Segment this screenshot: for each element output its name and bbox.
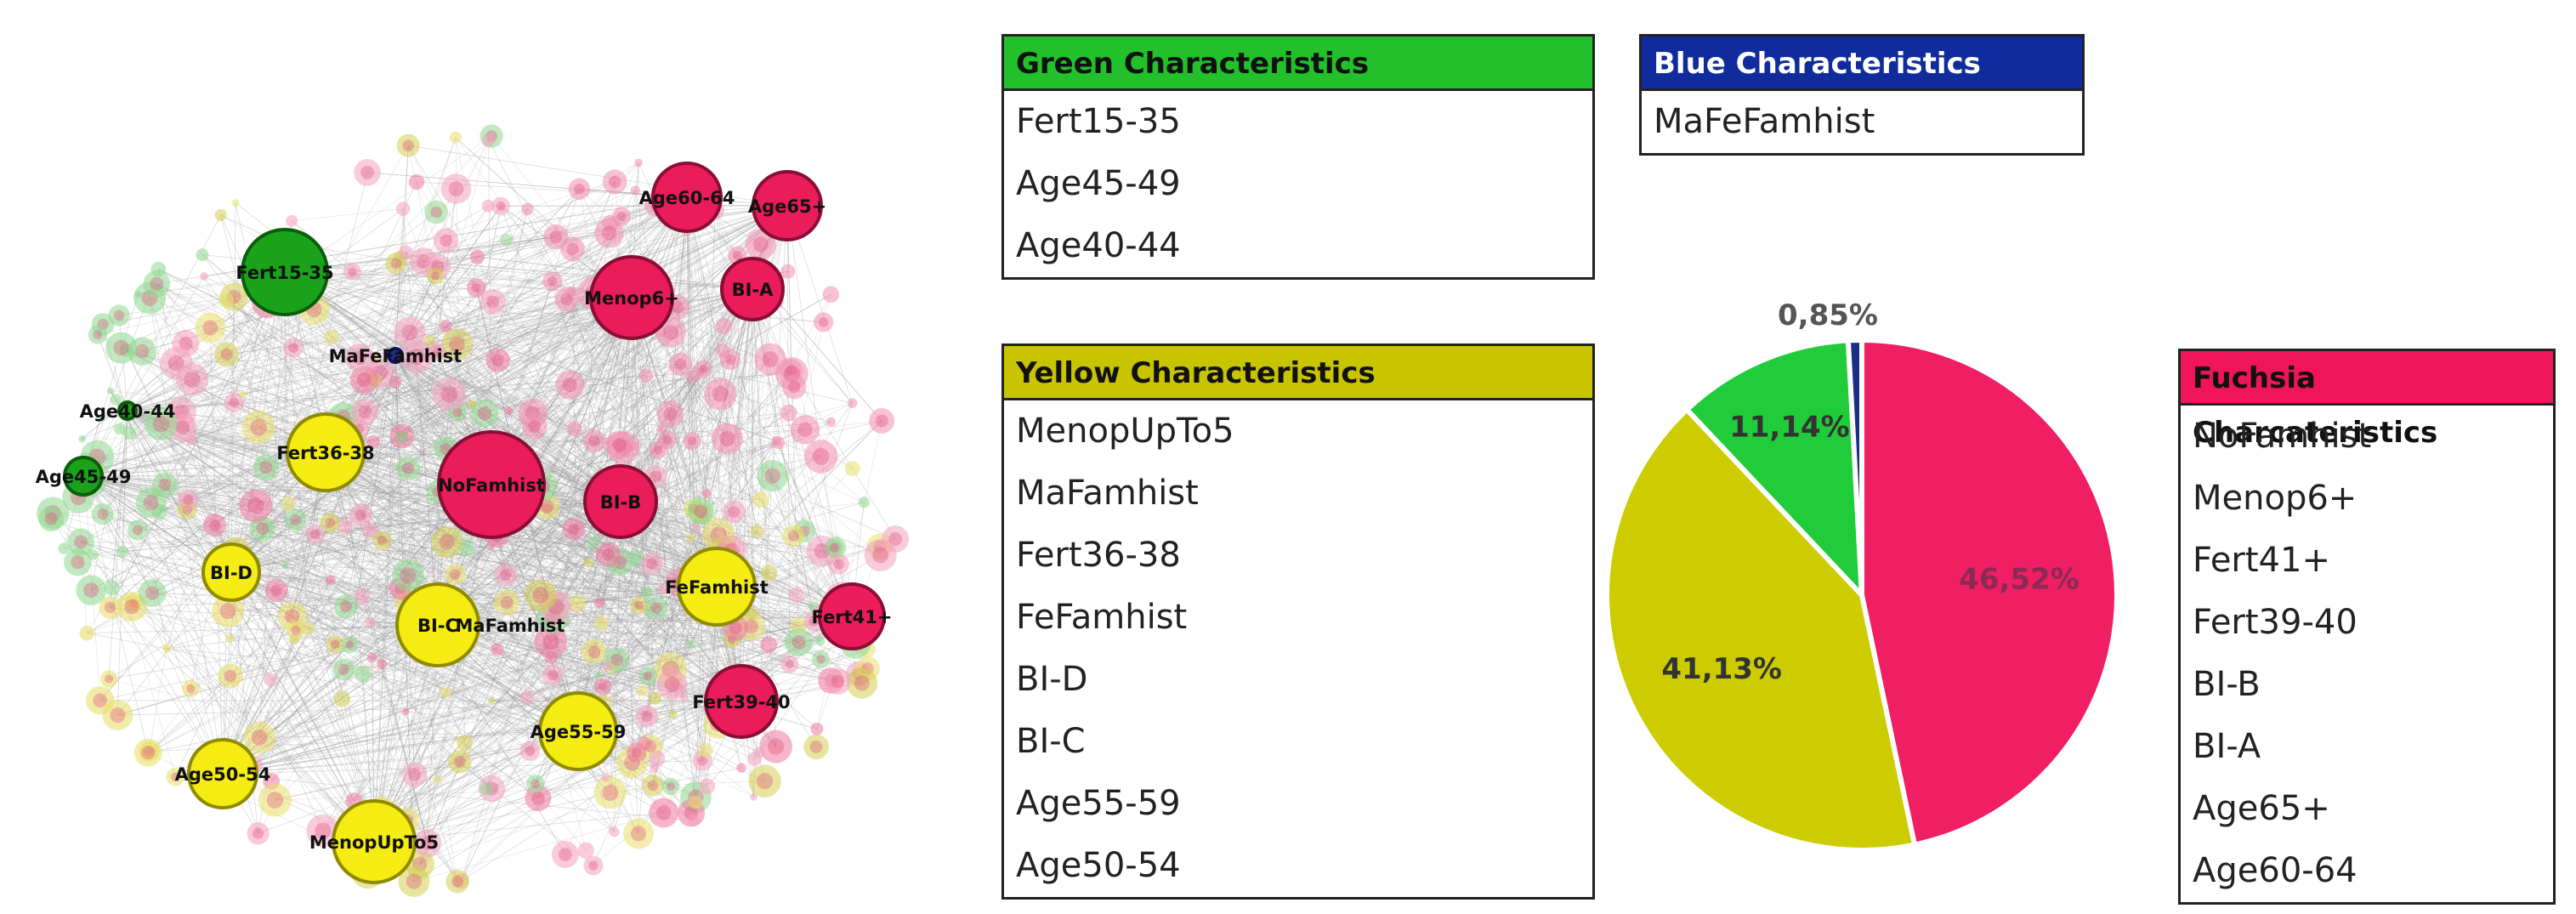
network-node-label: Age40-44	[80, 401, 176, 422]
network-node-label: Age45-49	[36, 467, 132, 487]
blue-legend: Blue Characteristics MaFeFamhist	[1639, 34, 2085, 156]
network-node-label: Menop6+	[584, 288, 679, 309]
fuchsia-legend-item: BI-B	[2193, 665, 2261, 704]
network-node-label: BI-D	[210, 563, 252, 583]
network-node-label: MaFeFamhist	[329, 346, 462, 366]
network-node: MenopUpTo5	[309, 799, 439, 884]
pie-label: 41,13%	[1661, 652, 1782, 686]
yellow-legend-item: MenopUpTo5	[1016, 412, 1234, 451]
network-node-label: Fert39-40	[692, 692, 790, 712]
network-node: Age40-44	[80, 400, 176, 422]
green-legend: Green Characteristics Fert15-35 Age45-49 A…	[1001, 34, 1595, 280]
fuchsia-legend-item: BI-A	[2193, 727, 2261, 766]
fuchsia-legend-item: Age60-64	[2193, 851, 2358, 890]
yellow-legend-item: Fert36-38	[1016, 536, 1181, 575]
yellow-legend-item: BI-D	[1016, 660, 1088, 699]
network-node: Age50-54	[175, 738, 271, 809]
fuchsia-legend-item: Fert41+	[2193, 541, 2330, 580]
green-legend-item: Age45-49	[1016, 164, 1181, 203]
yellow-legend-item: FeFamhist	[1016, 598, 1188, 637]
network-node: BI-A	[720, 257, 785, 321]
network-node: MaFamhist	[456, 616, 565, 636]
network-node-label: BI-B	[600, 492, 642, 513]
network-node: Fert36-38	[276, 412, 375, 492]
network-node: Age45-49	[36, 456, 132, 497]
yellow-legend-item: MaFamhist	[1016, 474, 1199, 513]
green-legend-title: Green Characteristics	[1004, 37, 1592, 91]
pie-slice	[1604, 406, 1918, 850]
network-node: Age55-59	[531, 691, 627, 771]
network-node-label: Age65+	[748, 196, 826, 217]
network-node: BI-D	[201, 542, 261, 602]
network-node-label: Fert41+	[812, 607, 893, 627]
network-node-label: MaFamhist	[456, 616, 565, 636]
green-legend-item: Age40-44	[1016, 226, 1181, 265]
fuchsia-legend-item: Fert39-40	[2193, 603, 2358, 642]
network-node-label: Age55-59	[531, 722, 627, 742]
network-node: FeFamhist	[665, 547, 769, 627]
green-legend-list: Fert15-35 Age45-49 Age40-44	[1004, 91, 1592, 277]
green-legend-item: Fert15-35	[1016, 102, 1181, 141]
fuchsia-legend-item: NoFamhist	[2193, 417, 2372, 456]
network-node-label: Age60-64	[639, 188, 735, 208]
network-node: Age60-64	[639, 162, 735, 233]
network-node: Fert39-40	[692, 664, 791, 739]
network-node-label: MenopUpTo5	[309, 832, 439, 853]
network-graph: Fert15-35 Age40-44 Age45-49 MaFeFamhist Fert…	[36, 124, 910, 897]
pie-slice	[1859, 337, 2119, 849]
yellow-legend: Yellow Characteristics MenopUpTo5 MaFamhi…	[1001, 343, 1595, 900]
blue-legend-title: Blue Characteristics	[1642, 37, 2082, 91]
pie-slice	[1682, 338, 1865, 603]
network-node: MaFeFamhist	[329, 346, 462, 366]
network-node-label: Age50-54	[175, 764, 271, 785]
blue-legend-list: MaFeFamhist	[1642, 91, 2082, 153]
yellow-legend-list: MenopUpTo5 MaFamhist Fert36-38 FeFamhist BI-…	[1004, 400, 1592, 897]
network-node-label: NoFamhist	[438, 475, 545, 496]
pie-slice	[1845, 337, 1864, 596]
yellow-legend-title: Yellow Characteristics	[1004, 346, 1592, 400]
yellow-legend-item: Age55-59	[1016, 784, 1181, 823]
network-node-label: BI-A	[732, 280, 775, 300]
network-node: Menop6+	[584, 255, 679, 340]
network-node-label: BI-C	[417, 616, 458, 636]
pie-label: 46,52%	[1959, 563, 2080, 597]
network-node: Fert15-35	[235, 228, 334, 316]
network-node: Fert41+	[812, 582, 893, 650]
network-node: BI-B	[583, 464, 658, 539]
fuchsia-legend-item: Age65+	[2193, 789, 2330, 828]
network-node: NoFamhist	[437, 430, 546, 539]
network-node-label: Fert15-35	[235, 263, 333, 283]
fuchsia-legend-list: NoFamhist Menop6+ Fert41+ Fert39-40 BI-B BI-A…	[2181, 406, 2553, 902]
network-node-label: FeFamhist	[665, 577, 769, 598]
yellow-legend-item: Age50-54	[1016, 846, 1181, 885]
fuchsia-legend-item: Menop6+	[2193, 479, 2358, 518]
pie-label: 11,14%	[1729, 410, 1850, 444]
pie-chart: 46,52% 41,13% 11,14% 0,85%	[1604, 298, 2119, 850]
fuchsia-legend: Fuchsia Charcateristics NoFamhist Menop6+…	[2178, 349, 2556, 905]
network-node: BI-C	[395, 582, 480, 667]
network-node-label: Fert36-38	[276, 443, 374, 463]
fuchsia-legend-title: Fuchsia Charcateristics	[2181, 351, 2553, 450]
network-node: Age65+	[748, 170, 826, 241]
yellow-legend-item: BI-C	[1016, 722, 1086, 761]
blue-legend-item: MaFeFamhist	[1654, 102, 1875, 141]
pie-label: 0,85%	[1778, 298, 1878, 332]
